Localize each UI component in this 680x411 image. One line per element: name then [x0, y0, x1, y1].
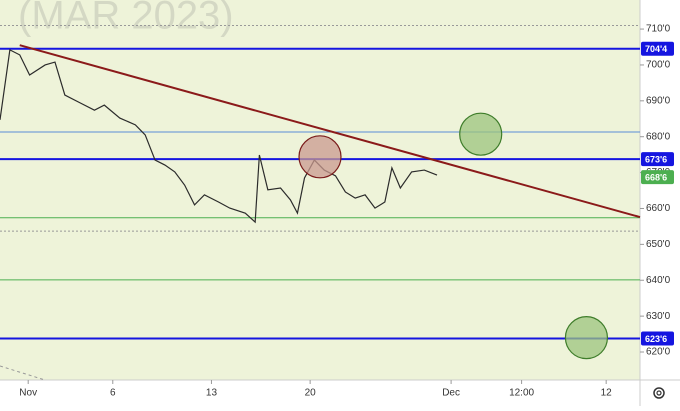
level-badge: [641, 152, 674, 167]
chart-title: (MAR 2023): [18, 0, 234, 38]
y-tick-label: 650'0: [646, 239, 671, 250]
marker-circle: [459, 112, 503, 156]
x-tick-label: 13: [206, 388, 218, 399]
y-tick-label: 700'0: [646, 60, 671, 71]
x-tick-label: 12: [601, 388, 613, 399]
marker-circle: [298, 135, 342, 179]
y-tick-label: 710'0: [646, 24, 671, 35]
level-badge-label: 673'6: [645, 155, 667, 165]
x-tick-label: 20: [305, 388, 317, 399]
y-tick-label: 660'0: [646, 203, 671, 214]
trend-line: [19, 44, 641, 219]
y-tick-label: 620'0: [646, 347, 671, 358]
y-tick-label: 640'0: [646, 275, 671, 286]
decoration: [0, 365, 46, 381]
y-tick-label: 690'0: [646, 95, 671, 106]
y-tick-label: 680'0: [646, 131, 671, 142]
level-badge-label: 704'4: [645, 44, 667, 54]
level-badge: [641, 331, 674, 346]
y-tick-label: 630'0: [646, 311, 671, 322]
x-tick-label: 6: [110, 388, 116, 399]
marker-circle: [564, 316, 609, 360]
x-tick-label: Dec: [442, 388, 460, 399]
level-badge: [641, 41, 674, 56]
x-tick-label: 12:00: [509, 388, 534, 399]
settings-icon[interactable]: [653, 387, 665, 399]
last-price-badge: [641, 170, 674, 185]
last-price-label: 668'6: [645, 172, 667, 182]
x-tick-label: Nov: [19, 388, 37, 399]
plot-background: [0, 0, 640, 380]
level-badge-label: 623'6: [645, 334, 667, 344]
price-line: [0, 48, 438, 224]
